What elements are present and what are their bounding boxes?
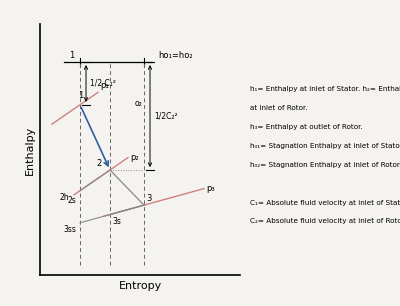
Text: at inlet of Rotor.: at inlet of Rotor. <box>250 105 308 111</box>
Text: h₃= Enthalpy at outlet of Rotor.: h₃= Enthalpy at outlet of Rotor. <box>250 124 363 130</box>
Text: p₃: p₃ <box>206 184 215 193</box>
Text: h₀₁= Stagnation Enthalpy at inlet of Stator.: h₀₁= Stagnation Enthalpy at inlet of Sta… <box>250 143 400 149</box>
X-axis label: Entropy: Entropy <box>118 281 162 291</box>
Text: h₀₂= Stagnation Enthalpy at inlet of Rotor.: h₀₂= Stagnation Enthalpy at inlet of Rot… <box>250 162 400 168</box>
Text: 1: 1 <box>78 91 83 100</box>
Text: 3: 3 <box>146 194 151 203</box>
Text: h₁= Enthalpy at inlet of Stator. h₂= Enthalpy: h₁= Enthalpy at inlet of Stator. h₂= Ent… <box>250 86 400 92</box>
Text: 1: 1 <box>69 50 75 60</box>
Text: 3ss: 3ss <box>63 225 76 234</box>
Text: 2s: 2s <box>67 196 76 205</box>
Text: 3s: 3s <box>112 217 121 226</box>
Text: ho₁=ho₂: ho₁=ho₂ <box>158 50 193 60</box>
Text: 1/2 C₁²: 1/2 C₁² <box>90 79 116 88</box>
Text: C₁= Absolute fluid velocity at inlet of Stator.: C₁= Absolute fluid velocity at inlet of … <box>250 200 400 206</box>
Text: 2: 2 <box>97 159 102 167</box>
Text: C₂= Absolute fluid velocity at inlet of Rotor.: C₂= Absolute fluid velocity at inlet of … <box>250 218 400 225</box>
Y-axis label: Enthalpy: Enthalpy <box>24 125 34 174</box>
Text: p₂: p₂ <box>130 153 139 162</box>
Text: 1/2C₂²: 1/2C₂² <box>154 112 178 121</box>
Text: 2h: 2h <box>60 193 70 202</box>
Text: p₁: p₁ <box>100 81 109 90</box>
Text: o₂: o₂ <box>134 99 142 108</box>
